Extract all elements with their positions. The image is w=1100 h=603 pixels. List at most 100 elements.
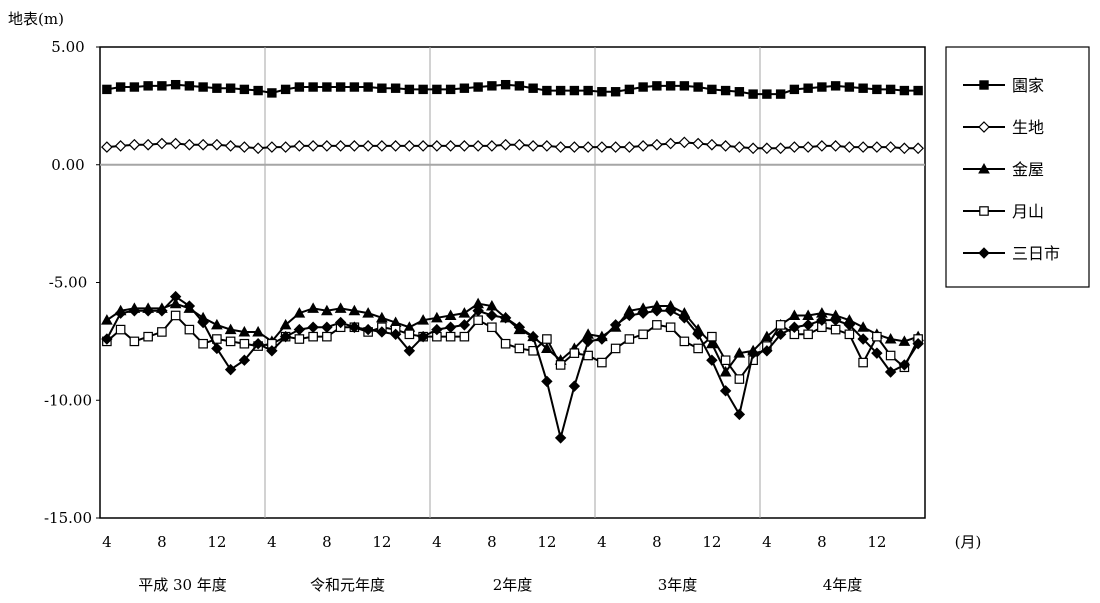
legend-marker [978,162,990,174]
data-point [651,138,663,151]
data-point [157,81,167,91]
data-point [156,137,168,150]
data-point [169,137,182,150]
y-tick-label: -5.00 [49,274,87,292]
data-point [184,81,195,91]
data-point [830,81,841,91]
data-point [734,87,745,97]
data-point [142,138,154,151]
data-point [788,141,801,153]
data-point [101,333,113,345]
data-point [308,82,318,92]
data-point [499,138,512,151]
legend-item-tsukiyama: 月山 [963,202,1044,221]
data-point [459,331,470,342]
data-point [170,310,181,321]
data-point [252,338,264,350]
data-point [472,140,484,152]
data-point [280,84,291,95]
data-point [500,79,511,90]
data-point [307,321,319,333]
data-point [885,350,896,361]
data-point [527,140,539,152]
data-point [858,357,868,368]
data-point [293,323,306,336]
data-point [898,142,911,155]
data-point [169,297,182,309]
legend-label: 園家 [1012,76,1044,95]
fiscal-year-label: 3年度 [658,576,698,594]
legend-marker [979,206,989,216]
data-point [183,138,196,151]
data-point [872,84,882,95]
data-point [652,81,662,91]
data-point [610,343,621,354]
data-point [238,325,251,337]
data-point [802,319,814,331]
data-point [404,329,415,340]
data-point [224,140,237,152]
data-point [183,300,196,312]
data-point [322,82,332,92]
data-point [307,302,319,313]
data-point [389,328,402,341]
data-point [432,84,442,95]
data-point [707,331,717,342]
data-point [568,380,581,392]
data-point [829,314,842,326]
y-axis-title: 地表(m) [8,10,64,28]
data-point [417,314,429,325]
legend-item-kanaya: 金屋 [963,160,1044,179]
data-point [761,345,773,357]
data-point [444,321,457,333]
data-point [101,141,113,153]
data-point [307,140,319,152]
data-point [898,335,911,346]
legend-label: 三日市 [1012,244,1060,263]
data-point [609,319,622,331]
data-point [596,333,608,345]
data-point [802,141,814,153]
data-point [473,82,483,92]
data-point [733,408,746,421]
x-tick-label: 12 [702,533,721,551]
data-point [747,142,759,155]
data-point [115,82,126,92]
data-point [638,329,648,340]
data-point [308,331,318,342]
data-point [362,307,374,318]
data-point [417,140,429,152]
data-point [817,82,827,92]
data-point [884,332,897,344]
data-point [692,328,704,341]
data-point [115,324,126,335]
data-point [596,141,608,153]
data-point [128,138,141,151]
data-point [487,81,497,91]
x-tick-label: 8 [652,533,662,551]
data-point [293,307,306,318]
data-point [170,79,181,90]
data-point [376,311,388,323]
plot-area [99,46,926,519]
data-point [720,355,731,366]
data-point [266,345,278,357]
data-point [555,85,566,96]
y-tick-label: -10.00 [44,391,92,409]
data-point [513,138,526,151]
data-point [678,136,691,149]
data-point [224,323,237,335]
data-point [569,85,580,96]
data-point [238,141,251,153]
data-point [321,321,333,333]
y-tick-label: 5.00 [51,38,84,56]
data-point [541,140,553,152]
data-point [129,336,140,347]
data-point [349,82,360,92]
data-point [514,343,525,354]
data-point [583,85,593,96]
data-point [114,307,127,319]
legend-box [945,46,1090,288]
data-point [157,327,167,337]
legend-marker [978,247,990,259]
